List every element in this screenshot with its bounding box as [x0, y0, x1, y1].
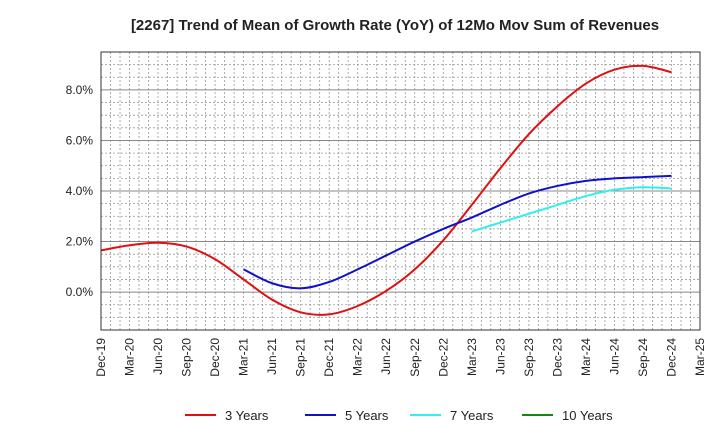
plot-border [100, 51, 701, 331]
y-tick-label: 2.0% [66, 235, 94, 249]
x-tick-label: Dec-23 [550, 338, 564, 377]
x-tick-label: Mar-21 [237, 338, 251, 376]
x-tick-label: Jun-23 [493, 338, 507, 375]
x-tick-label: Dec-24 [664, 338, 678, 377]
series-line-7-years [471, 186, 672, 233]
legend-label-3-years: 3 Years [225, 408, 269, 423]
x-tick-label: Jun-22 [379, 338, 393, 375]
series-line-3-years [100, 64, 672, 316]
y-tick-label: 4.0% [66, 184, 94, 198]
x-tick-label: Dec-21 [322, 338, 336, 377]
series-line-5-years [243, 174, 672, 290]
y-tick-label: 8.0% [66, 83, 94, 97]
x-tick-label: Jun-21 [265, 338, 279, 375]
x-tick-label: Sep-23 [522, 338, 536, 377]
x-tick-label: Sep-22 [408, 338, 422, 377]
x-tick-label: Dec-22 [436, 338, 450, 377]
x-tick-label: Mar-24 [579, 338, 593, 376]
x-tick-label: Jun-24 [607, 338, 621, 375]
plot-area: 0.0% 2.0% 4.0% 6.0% 8.0% Dec-19 Mar-20 Jun-20 Se… [66, 51, 707, 377]
y-tick-label: 6.0% [66, 133, 94, 147]
chart-title: [2267] Trend of Mean of Growth Rate (YoY… [131, 17, 659, 34]
x-tick-label: Mar-20 [123, 338, 137, 376]
x-tick-label: Mar-23 [465, 338, 479, 376]
y-tick-label: 0.0% [66, 285, 94, 299]
legend-label-10-years: 10 Years [562, 408, 613, 423]
x-tick-label: Mar-25 [693, 338, 707, 376]
x-tick-label: Mar-22 [351, 338, 365, 376]
x-tick-label: Dec-19 [94, 338, 108, 377]
x-tick-label: Sep-24 [636, 338, 650, 377]
x-tick-label: Sep-21 [294, 338, 308, 377]
legend-label-7-years: 7 Years [450, 408, 494, 423]
x-tick-label: Sep-20 [180, 338, 194, 377]
legend-label-5-years: 5 Years [345, 408, 389, 423]
x-tick-label: Jun-20 [151, 338, 165, 375]
x-tick-label: Dec-20 [208, 338, 222, 377]
legend: 3 Years 5 Years 7 Years 10 Years [185, 408, 613, 423]
